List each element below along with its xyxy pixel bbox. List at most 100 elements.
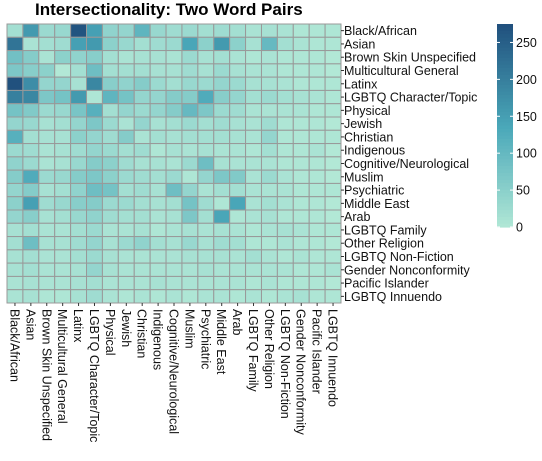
x-tick-label: Multicultural General bbox=[55, 309, 69, 424]
heatmap-cell bbox=[276, 36, 294, 52]
heatmap-cell bbox=[22, 249, 40, 264]
heatmap-cell bbox=[292, 222, 310, 238]
heatmap-cell bbox=[165, 36, 183, 52]
colorbar-segment bbox=[497, 71, 513, 76]
heatmap-cell bbox=[86, 289, 103, 304]
heatmap-cell bbox=[6, 182, 24, 198]
colorbar-segment bbox=[497, 155, 513, 160]
colorbar-segment bbox=[497, 57, 513, 62]
heatmap-cell bbox=[133, 23, 151, 38]
colorbar-segment bbox=[497, 47, 513, 52]
y-tick-label: LGBTQ Family bbox=[344, 223, 427, 237]
colorbar-segment bbox=[497, 199, 513, 204]
heatmap-cell bbox=[165, 209, 183, 224]
heatmap-cell bbox=[149, 182, 167, 198]
heatmap-cell bbox=[245, 196, 262, 211]
colorbar-segment bbox=[497, 210, 513, 215]
heatmap-cell bbox=[308, 89, 326, 105]
heatmap-cell bbox=[149, 262, 167, 277]
colorbar-segment bbox=[497, 108, 513, 113]
colorbar-segment bbox=[497, 95, 513, 100]
heatmap-cell bbox=[117, 236, 135, 251]
heatmap-cell bbox=[22, 76, 40, 91]
y-tick-label: Christian bbox=[344, 130, 393, 144]
heatmap-cell bbox=[324, 275, 342, 291]
colorbar-segment bbox=[497, 78, 513, 83]
heatmap-cell bbox=[213, 182, 231, 198]
heatmap-cell bbox=[70, 209, 88, 224]
heatmap-cell bbox=[117, 76, 135, 91]
heatmap-cell bbox=[308, 182, 326, 198]
heatmap-cell bbox=[260, 63, 278, 78]
y-tick-label: LGBTQ Character/Topic bbox=[344, 91, 477, 105]
heatmap-cell bbox=[324, 76, 342, 91]
heatmap-cell bbox=[38, 76, 56, 91]
heatmap-cells bbox=[6, 23, 342, 304]
heatmap-cell bbox=[149, 63, 167, 78]
colorbar-segment bbox=[497, 88, 513, 93]
heatmap-cell bbox=[54, 156, 72, 171]
heatmap-cell bbox=[133, 156, 151, 171]
heatmap-cell bbox=[245, 76, 262, 91]
heatmap-cell bbox=[86, 116, 103, 131]
heatmap-cell bbox=[213, 76, 231, 91]
heatmap-cell bbox=[38, 209, 56, 224]
heatmap-cell bbox=[324, 143, 342, 158]
heatmap-cell bbox=[38, 89, 56, 105]
heatmap-cell bbox=[213, 156, 231, 171]
heatmap-cell bbox=[181, 50, 199, 65]
x-axis-tick-labels: Black/African Asian Brown Skin Unspecified… bbox=[7, 303, 340, 442]
colorbar-segment bbox=[497, 142, 513, 147]
colorbar-segment bbox=[497, 149, 513, 154]
heatmap-cell bbox=[6, 129, 24, 145]
heatmap-cell bbox=[149, 249, 167, 264]
heatmap-cell bbox=[6, 262, 24, 277]
colorbar-segment bbox=[497, 145, 513, 150]
heatmap-cell bbox=[22, 236, 40, 251]
heatmap-cell bbox=[308, 262, 326, 277]
colorbar-segment bbox=[497, 172, 513, 177]
heatmap-cell bbox=[181, 182, 199, 198]
heatmap-cell bbox=[181, 196, 199, 211]
heatmap-cell bbox=[86, 275, 103, 291]
heatmap-cell bbox=[324, 103, 342, 118]
heatmap-cell bbox=[86, 182, 103, 198]
heatmap-cell bbox=[181, 89, 199, 105]
heatmap-cell bbox=[86, 262, 103, 277]
heatmap-cell bbox=[6, 143, 24, 158]
colorbar-segment bbox=[497, 105, 513, 110]
y-tick-label: Other Religion bbox=[344, 237, 424, 251]
heatmap-cell bbox=[38, 50, 56, 65]
colorbar-segment bbox=[497, 223, 513, 228]
heatmap-cell bbox=[213, 23, 231, 38]
heatmap-cell bbox=[292, 89, 310, 105]
heatmap-cell bbox=[133, 89, 151, 105]
heatmap-cell bbox=[229, 249, 247, 264]
heatmap-cell bbox=[292, 50, 310, 65]
heatmap-cell bbox=[6, 50, 24, 65]
colorbar-segment bbox=[497, 118, 513, 123]
colorbar-segment bbox=[497, 179, 513, 184]
heatmap-cell bbox=[292, 23, 310, 38]
colorbar-tick-label: 50 bbox=[516, 184, 530, 198]
heatmap-cell bbox=[38, 182, 56, 198]
heatmap-cell bbox=[165, 23, 183, 38]
x-tick-label: Asian bbox=[23, 309, 37, 340]
heatmap-cell bbox=[260, 129, 278, 145]
heatmap-cell bbox=[133, 103, 151, 118]
heatmap-cell bbox=[101, 236, 119, 251]
colorbar-segment bbox=[497, 196, 513, 201]
heatmap-cell bbox=[229, 209, 247, 224]
colorbar-tick-label: 150 bbox=[516, 110, 537, 124]
heatmap-cell bbox=[181, 236, 199, 251]
heatmap-cell bbox=[86, 50, 103, 65]
heatmap-cell bbox=[308, 143, 326, 158]
heatmap-cell bbox=[165, 63, 183, 78]
heatmap-cell bbox=[324, 262, 342, 277]
y-tick-label: Brown Skin Unspecified bbox=[344, 51, 476, 65]
x-tick-label: Jewish bbox=[119, 309, 133, 347]
heatmap-cell bbox=[70, 249, 88, 264]
heatmap-cell bbox=[260, 36, 278, 52]
heatmap-cell bbox=[229, 103, 247, 118]
